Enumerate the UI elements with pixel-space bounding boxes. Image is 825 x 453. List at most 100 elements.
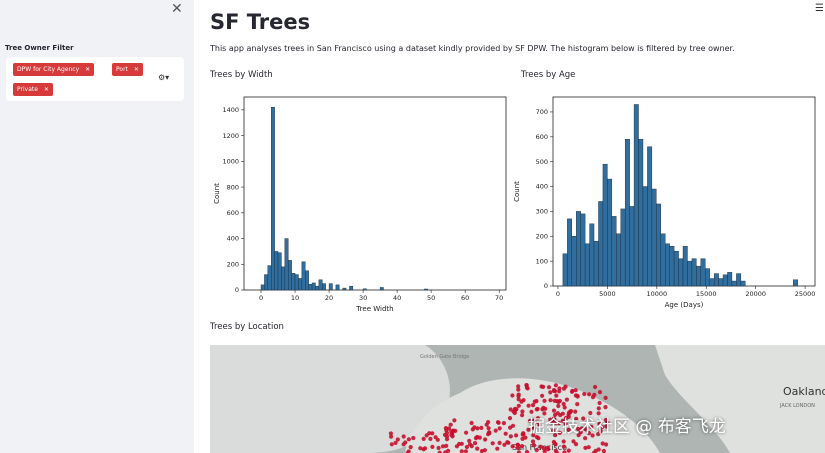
histogram-bar <box>562 253 568 287</box>
tree-point <box>538 444 543 449</box>
tree-point <box>502 442 507 447</box>
tree-point <box>446 448 451 453</box>
histogram-bar <box>598 201 604 287</box>
histogram-bar <box>281 266 286 291</box>
tree-point <box>470 427 475 432</box>
tree-point <box>589 424 594 429</box>
tree-point <box>493 428 498 433</box>
histogram-bar <box>593 241 599 287</box>
tree-point <box>596 406 601 411</box>
tree-point <box>532 399 537 404</box>
tree-point <box>582 426 587 431</box>
x-tick-label: 15000 <box>696 290 717 298</box>
tree-point <box>554 393 559 398</box>
tree-point <box>592 450 597 453</box>
map-land-east-bay <box>655 345 825 453</box>
tree-point <box>444 437 450 442</box>
tree-point <box>452 418 457 423</box>
remove-chip-icon[interactable]: ✕ <box>43 86 49 93</box>
tree-point <box>526 403 531 408</box>
tree-point <box>564 397 569 402</box>
tree-point <box>581 416 586 421</box>
tree-point <box>552 441 558 446</box>
tree-point <box>556 403 561 409</box>
tree-point <box>469 420 474 426</box>
tree-point <box>551 416 556 421</box>
histogram-bar <box>722 274 728 287</box>
tree-point <box>590 433 595 438</box>
x-tick-label: 0 <box>259 294 263 302</box>
tree-point <box>600 441 605 446</box>
hamburger-icon[interactable]: ☰ <box>815 3 824 14</box>
tree-point <box>449 432 454 437</box>
remove-chip-icon[interactable]: ✕ <box>133 66 139 73</box>
watermark: 掘金技术社区 @ 布客飞龙 <box>528 417 726 437</box>
section-width-title: Trees by Width <box>210 70 273 80</box>
histogram-bar <box>700 258 706 287</box>
tree-location-map[interactable]: Golden Gate Bridge Oakland JACK LONDON S… <box>210 345 825 453</box>
tree-owner-multiselect[interactable]: DPW for City Agency ✕ Port ✕ Private ✕ ⚙▾ <box>6 57 184 101</box>
x-axis-label: Tree Width <box>355 305 393 313</box>
chip-label: Private <box>17 86 38 93</box>
chip-label: DPW for City Agency <box>17 66 80 73</box>
histogram-bar <box>624 139 630 287</box>
tree-point <box>568 409 574 414</box>
histogram-bar <box>793 279 798 287</box>
tree-point <box>463 449 468 453</box>
tree-point <box>575 402 580 407</box>
tree-point <box>510 444 515 449</box>
tree-point <box>389 434 394 439</box>
tree-point <box>506 440 511 445</box>
histogram-bar <box>277 252 282 291</box>
histogram-bar <box>602 163 608 287</box>
tree-point <box>520 409 525 414</box>
histogram-bar <box>633 104 639 287</box>
y-tick-label: 1400 <box>222 106 239 114</box>
histogram-bar <box>727 272 733 287</box>
tree-point <box>406 449 411 453</box>
tree-point <box>516 384 521 389</box>
tree-point <box>454 444 459 449</box>
tree-point <box>516 392 521 397</box>
histogram-bar <box>571 236 577 287</box>
tree-point <box>578 430 583 435</box>
histogram-bar <box>576 211 581 287</box>
tree-point <box>604 442 609 447</box>
tree-point <box>556 421 562 426</box>
close-icon[interactable]: ✕ <box>171 1 183 17</box>
tree-point <box>508 425 513 430</box>
width-histogram: 0 10 20 30 40 50 60 70 0 200 400 600 800 1000 1200 1400… <box>213 96 507 313</box>
tree-point <box>548 390 553 395</box>
plot-frame <box>243 96 507 291</box>
histogram-bar <box>687 260 693 287</box>
gear-icon[interactable]: ⚙▾ <box>158 73 170 82</box>
tree-point <box>556 399 561 405</box>
y-tick-label: 1200 <box>222 132 239 140</box>
y-tick-label: 200 <box>536 232 548 240</box>
tree-point <box>603 405 608 410</box>
tree-point <box>520 436 525 441</box>
tree-point <box>484 422 489 427</box>
tree-point <box>530 439 536 444</box>
tree-point <box>553 420 558 425</box>
tree-point <box>590 395 596 400</box>
tree-point <box>541 384 546 389</box>
tree-point <box>486 426 491 431</box>
histogram-bar <box>607 178 613 287</box>
tree-point <box>516 397 521 402</box>
tree-point <box>444 430 450 436</box>
tree-point <box>430 444 435 449</box>
tree-point <box>513 406 518 411</box>
tree-point <box>597 400 602 406</box>
tree-point <box>535 416 541 421</box>
histogram-bar <box>311 282 316 291</box>
tree-point <box>515 445 521 451</box>
tree-point <box>526 427 531 432</box>
tree-point <box>561 444 567 449</box>
tree-point <box>573 409 578 414</box>
sidebar: ✕ Tree Owner Filter DPW for City Agency ✕… <box>0 0 194 453</box>
bridge-label: Golden Gate Bridge <box>420 354 469 360</box>
tree-point <box>597 390 603 395</box>
x-tick-label: 5000 <box>599 290 616 298</box>
remove-chip-icon[interactable]: ✕ <box>85 66 91 73</box>
